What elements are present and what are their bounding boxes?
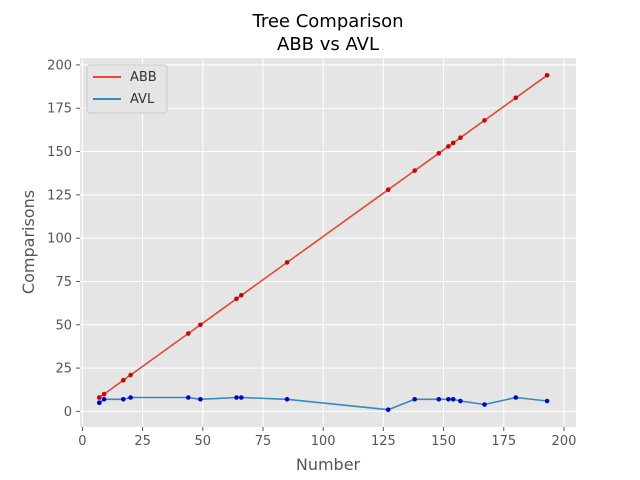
y-tick-label: 0 bbox=[64, 405, 72, 420]
data-point-abb bbox=[385, 187, 391, 192]
data-point-avl bbox=[450, 397, 456, 402]
y-tick-label: 100 bbox=[47, 232, 72, 247]
data-point-abb bbox=[482, 118, 487, 123]
x-tick-label: 125 bbox=[371, 434, 396, 449]
data-point-avl bbox=[544, 398, 550, 404]
data-point-abb bbox=[198, 322, 203, 328]
data-point-avl bbox=[385, 407, 391, 413]
y-tick-label: 25 bbox=[55, 362, 72, 377]
chart-title-line1: Tree Comparison bbox=[252, 11, 404, 32]
x-axis-label: Number bbox=[296, 455, 361, 474]
legend-label-abb: ABB bbox=[130, 70, 157, 85]
x-tick-label: 25 bbox=[134, 434, 151, 449]
data-point-abb bbox=[234, 296, 239, 302]
x-tick-label: 200 bbox=[552, 434, 577, 449]
data-point-avl bbox=[239, 395, 244, 400]
y-tick-label: 125 bbox=[47, 188, 72, 203]
data-point-avl bbox=[458, 398, 463, 404]
data-point-avl bbox=[101, 397, 107, 402]
x-tick-label: 50 bbox=[195, 434, 212, 449]
data-point-avl bbox=[446, 397, 451, 402]
chart-title-line2: ABB vs AVL bbox=[277, 34, 379, 55]
data-point-abb bbox=[412, 168, 418, 173]
data-point-avl bbox=[513, 395, 519, 400]
series-layer bbox=[97, 73, 550, 413]
x-tick-label: 100 bbox=[311, 434, 336, 449]
data-point-abb bbox=[101, 391, 107, 397]
tick-layer: 0 25 50 75 100 125 150 175 200 0 25 50 75 100 125 150 17… bbox=[47, 58, 576, 449]
data-point-abb bbox=[450, 140, 456, 146]
y-axis-label: Comparisons bbox=[19, 190, 38, 294]
data-point-avl bbox=[412, 397, 418, 402]
y-tick-label: 150 bbox=[47, 145, 72, 160]
y-tick-label: 75 bbox=[55, 275, 72, 290]
data-point-avl bbox=[186, 395, 191, 400]
legend-label-avl: AVL bbox=[130, 92, 155, 107]
data-point-avl bbox=[128, 395, 133, 400]
data-point-abb bbox=[97, 395, 102, 400]
y-tick-label: 200 bbox=[47, 58, 72, 73]
data-point-avl bbox=[121, 397, 126, 402]
data-point-abb bbox=[121, 377, 126, 383]
data-point-abb bbox=[458, 135, 463, 140]
data-point-avl bbox=[482, 402, 487, 407]
x-tick-label: 75 bbox=[255, 434, 272, 449]
data-point-abb bbox=[544, 73, 550, 78]
data-point-avl bbox=[97, 400, 102, 406]
data-point-abb bbox=[128, 372, 133, 378]
x-tick-label: 150 bbox=[431, 434, 456, 449]
data-point-abb bbox=[239, 293, 244, 298]
data-point-abb bbox=[436, 151, 442, 156]
gridlines bbox=[80, 58, 576, 427]
data-point-avl bbox=[234, 395, 239, 400]
data-point-abb bbox=[446, 144, 451, 149]
y-tick-label: 175 bbox=[47, 102, 72, 117]
data-point-abb bbox=[513, 95, 519, 101]
y-tick-label: 50 bbox=[55, 318, 72, 333]
data-point-avl bbox=[436, 397, 442, 402]
data-point-avl bbox=[284, 397, 290, 402]
data-point-avl bbox=[198, 397, 203, 402]
x-tick-label: 175 bbox=[491, 434, 516, 449]
x-tick-label: 0 bbox=[78, 434, 86, 449]
legend: ABB AVL bbox=[86, 64, 168, 114]
data-point-abb bbox=[284, 260, 290, 265]
plot-area bbox=[80, 58, 576, 427]
data-point-abb bbox=[186, 331, 191, 336]
